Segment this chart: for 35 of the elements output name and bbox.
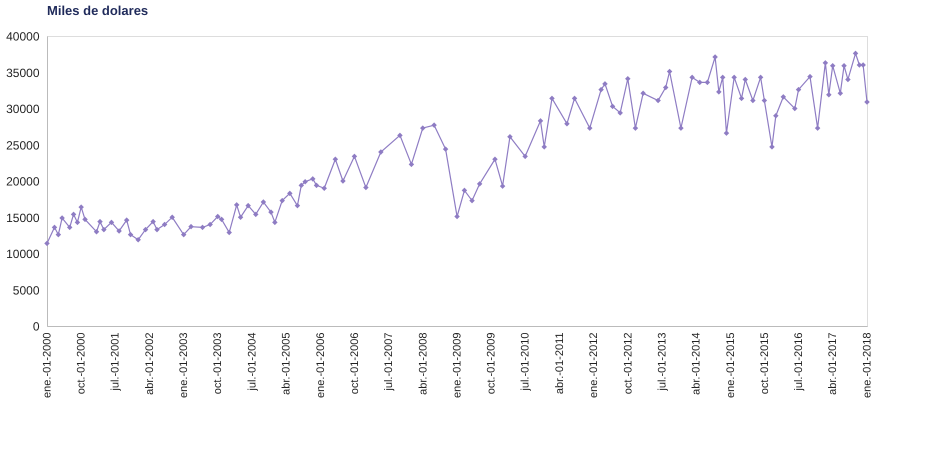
x-tick-label: oct.-01-2000 [76, 332, 88, 394]
chart-title: Miles de dolares [47, 3, 148, 18]
x-tick-label: oct.-01-2006 [348, 332, 361, 394]
x-tick-label: oct.-01-2012 [622, 332, 634, 394]
y-tick-label: 40000 [6, 30, 40, 44]
x-tick-label: jul.-01-2007 [382, 332, 395, 392]
x-tick-label: ene.-01-2012 [588, 332, 600, 398]
x-tick-label: abr.-01-2017 [827, 332, 840, 395]
y-tick-label: 15000 [6, 210, 40, 225]
x-tick-label: jul.-01-2016 [793, 332, 806, 392]
y-tick-label: 35000 [6, 66, 40, 80]
x-tick-label: ene.-01-2009 [452, 332, 464, 398]
x-tick-label: ene.-01-2006 [314, 332, 327, 398]
x-tick-label: ene.-01-2018 [862, 332, 874, 398]
x-tick-label: abr.-01-2014 [690, 332, 703, 395]
x-tick-label: jul.-01-2001 [110, 332, 122, 392]
y-tick-label: 30000 [6, 102, 40, 116]
x-tick-label: oct.-01-2015 [758, 332, 771, 394]
x-tick-label: oct.-01-2003 [212, 332, 224, 394]
x-tick-label: abr.-01-2008 [417, 332, 430, 395]
y-tick-label: 0 [32, 320, 40, 334]
x-tick-label: ene.-01-2015 [724, 332, 737, 398]
x-tick-label: jul.-01-2013 [656, 332, 668, 392]
y-tick-label: 20000 [6, 174, 40, 188]
x-tick-label: ene.-01-2000 [42, 332, 54, 398]
x-tick-label: ene.-01-2003 [178, 332, 190, 398]
x-tick-label: jul.-01-2004 [246, 332, 258, 392]
x-tick-label: oct.-01-2009 [486, 332, 498, 394]
y-tick-label: 5000 [12, 283, 40, 298]
y-tick-label: 10000 [6, 247, 40, 261]
x-tick-label: abr.-01-2002 [144, 332, 156, 395]
x-tick-label: abr.-01-2005 [280, 332, 293, 395]
x-tick-label: jul.-01-2010 [520, 332, 532, 392]
x-tick-label: abr.-01-2011 [554, 332, 566, 394]
y-tick-label: 25000 [6, 138, 40, 152]
